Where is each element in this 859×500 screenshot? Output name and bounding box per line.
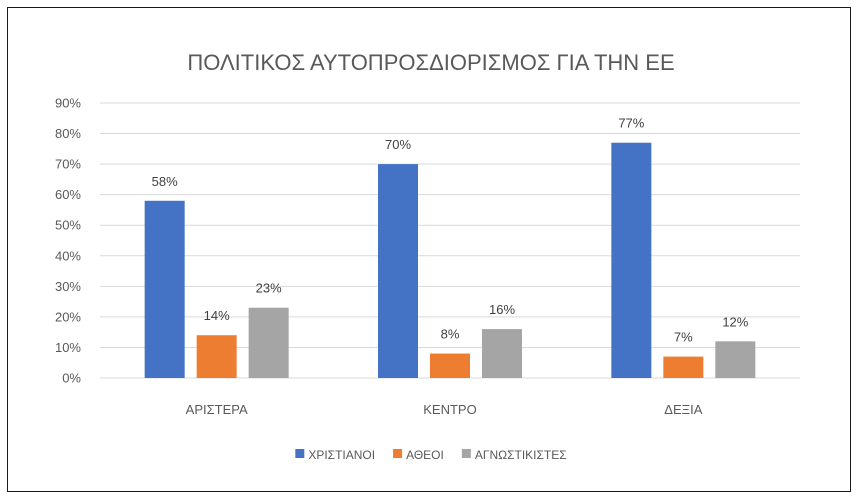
y-tick-label: 0%: [62, 371, 81, 386]
data-labels: 58% 14% 23% 70% 8% 16% 77% 7% 12%: [152, 116, 749, 345]
bar: [144, 200, 185, 378]
y-tick-label: 70%: [55, 157, 81, 172]
legend-swatch: [295, 449, 305, 458]
bar: [482, 329, 522, 378]
data-label: 23%: [256, 281, 282, 296]
y-tick-label: 80%: [55, 126, 81, 141]
legend: ΧΡΙΣΤΙΑΝΟΙ ΑΘΕΟΙ ΑΓΝΩΣΤΙΚΙΣΤΕΣ: [295, 448, 567, 462]
data-label: 14%: [204, 308, 230, 323]
legend-label: ΑΘΕΟΙ: [406, 448, 444, 462]
bar: [378, 164, 418, 378]
data-label: 70%: [385, 137, 411, 152]
y-tick-label: 10%: [55, 340, 81, 355]
x-category-label: ΑΡΙΣΤΕΡΑ: [186, 402, 248, 417]
bar: [248, 307, 289, 378]
legend-swatch: [393, 449, 403, 458]
y-tick-label: 60%: [55, 187, 81, 202]
y-axis-tick-labels: 0% 10% 20% 30% 40% 50% 60% 70% 80% 90%: [55, 96, 81, 386]
y-tick-label: 90%: [55, 96, 81, 111]
data-label: 8%: [441, 327, 460, 342]
data-label: 77%: [618, 116, 644, 131]
bar: [715, 341, 756, 378]
x-axis-category-labels: ΑΡΙΣΤΕΡΑ ΚΕΝΤΡΟ ΔΕΞΙΑ: [186, 402, 703, 417]
y-tick-label: 40%: [55, 248, 81, 263]
data-label: 12%: [722, 314, 748, 329]
chart-canvas: ΠΟΛΙΤΙΚΟΣ ΑΥΤΟΠΡΟΣΔΙΟΡΙΣΜΟΣ ΓΙΑ ΤΗΝ ΕΕ 0…: [55, 50, 800, 462]
x-category-label: ΔΕΞΙΑ: [664, 402, 702, 417]
bars: [144, 142, 756, 378]
data-label: 58%: [152, 174, 178, 189]
bar: [663, 356, 704, 378]
bar: [611, 142, 652, 378]
legend-swatch: [461, 449, 471, 458]
bar: [430, 353, 470, 378]
data-label: 7%: [674, 330, 693, 345]
bar: [196, 335, 237, 378]
chart-frame: ΠΟΛΙΤΙΚΟΣ ΑΥΤΟΠΡΟΣΔΙΟΡΙΣΜΟΣ ΓΙΑ ΤΗΝ ΕΕ 0…: [7, 7, 851, 492]
data-label: 16%: [489, 302, 515, 317]
y-tick-label: 50%: [55, 218, 81, 233]
legend-label: ΧΡΙΣΤΙΑΝΟΙ: [308, 448, 375, 462]
x-category-label: ΚΕΝΤΡΟ: [423, 402, 476, 417]
y-tick-label: 20%: [55, 309, 81, 324]
chart-title: ΠΟΛΙΤΙΚΟΣ ΑΥΤΟΠΡΟΣΔΙΟΡΙΣΜΟΣ ΓΙΑ ΤΗΝ ΕΕ: [187, 50, 674, 75]
legend-label: ΑΓΝΩΣΤΙΚΙΣΤΕΣ: [475, 448, 567, 462]
y-tick-label: 30%: [55, 279, 81, 294]
